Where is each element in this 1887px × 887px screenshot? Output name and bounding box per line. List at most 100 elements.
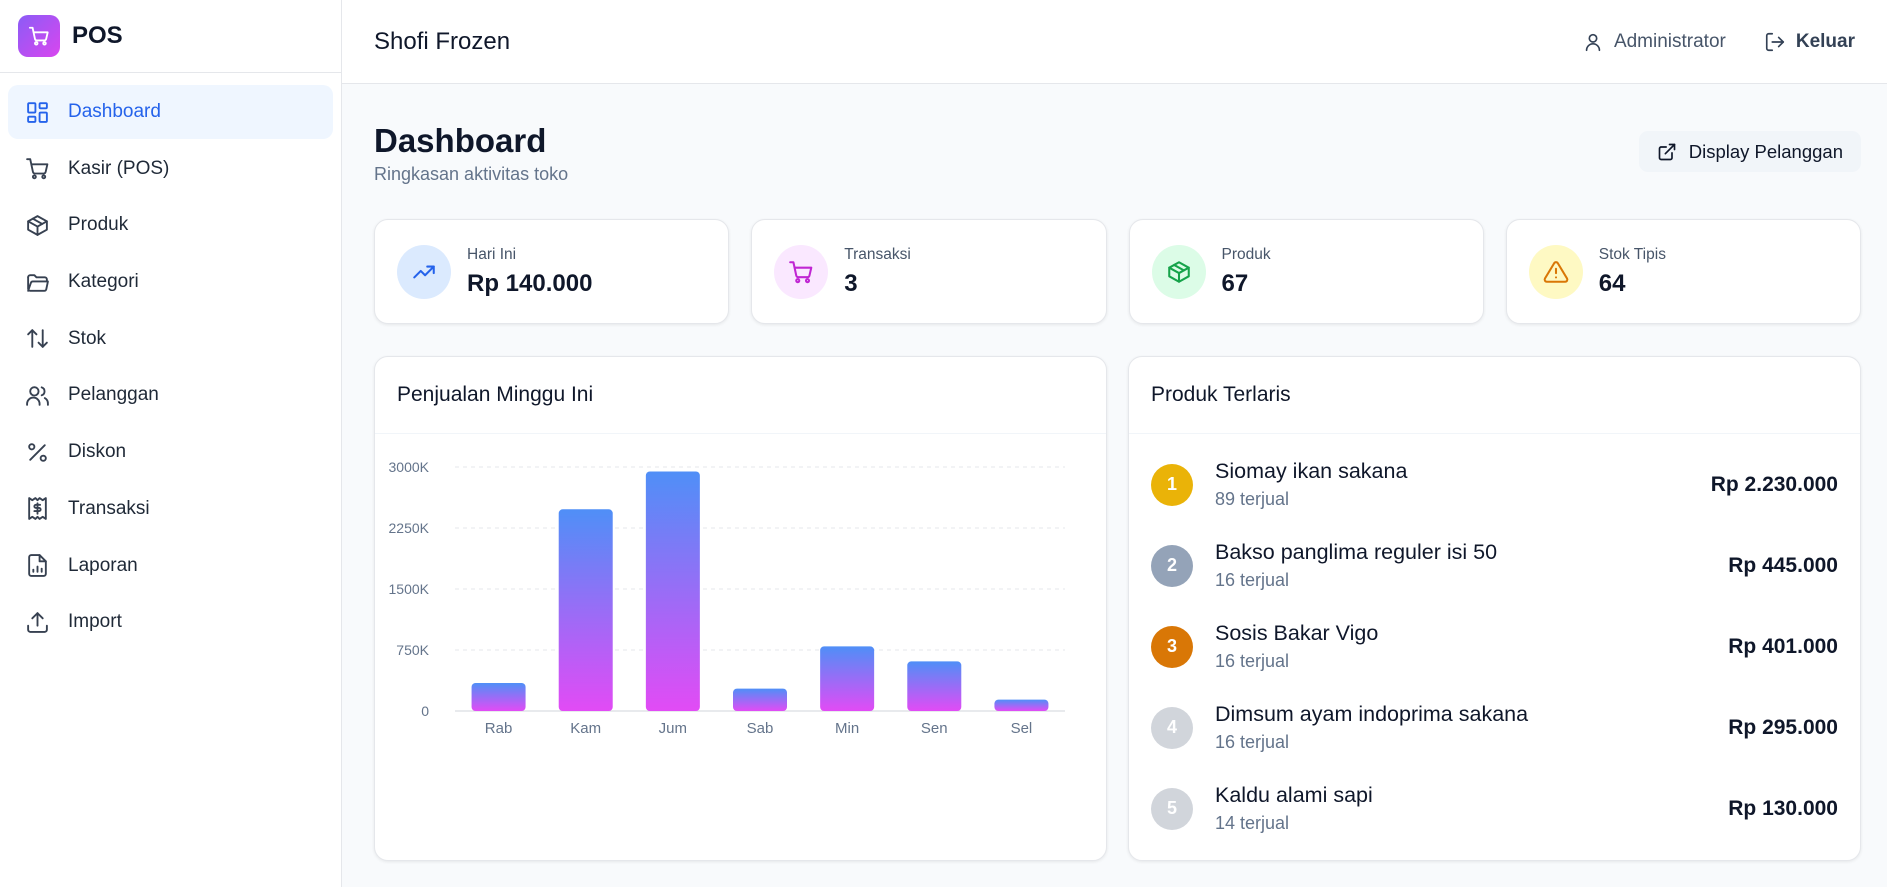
display-pelanggan-button[interactable]: Display Pelanggan [1638, 131, 1861, 172]
sidebar-item-import[interactable]: Import [8, 595, 333, 649]
product-name: Bakso panglima reguler isi 50 [1215, 540, 1498, 564]
user-name: Administrator [1613, 30, 1726, 52]
stat-value: Rp 140.000 [467, 269, 593, 297]
display-pelanggan-label: Display Pelanggan [1688, 140, 1843, 162]
logout-label: Keluar [1795, 30, 1855, 52]
bar-min[interactable] [820, 646, 875, 711]
stat-value: 64 [1598, 269, 1626, 297]
user-icon [1585, 33, 1601, 51]
panel-title: Produk Terlaris [1129, 357, 1860, 434]
x-tick-label: Sel [1011, 720, 1033, 737]
sidebar-item-stok[interactable]: Stok [8, 312, 333, 366]
product-amount: Rp 401.000 [1728, 634, 1838, 658]
bar-jum[interactable] [645, 471, 700, 711]
bar-kam[interactable] [558, 509, 613, 711]
sidebar-item-diskon[interactable]: Diskon [8, 425, 333, 479]
stats-row: Hari Ini Rp 140.000 Transaksi 3 Produk 67 S… [374, 219, 1861, 324]
top-product-item: 3 Sosis Bakar Vigo 16 terjual Rp 401.000 [1151, 606, 1838, 687]
sidebar-item-pelanggan[interactable]: Pelanggan [8, 368, 333, 422]
cart-icon [24, 156, 50, 182]
stat-label: Transaksi [844, 245, 911, 263]
alert-triangle-icon [1528, 244, 1583, 299]
stat-card-stok-tipis: Stok Tipis 64 [1505, 219, 1861, 324]
main-content: Dashboard Ringkasan aktivitas toko Displ… [342, 84, 1887, 887]
page-subtitle: Ringkasan aktivitas toko [374, 164, 569, 184]
cart-icon [18, 15, 60, 57]
logout-button[interactable]: Keluar [1764, 31, 1855, 53]
product-sold: 16 terjual [1215, 570, 1290, 590]
stat-card-hari-ini: Hari Ini Rp 140.000 [374, 219, 730, 324]
product-sold: 14 terjual [1215, 813, 1290, 833]
panel-title: Penjualan Minggu Ini [375, 357, 1106, 434]
product-name: Siomay ikan sakana [1215, 459, 1408, 483]
report-icon [24, 553, 50, 579]
sidebar-item-label: Diskon [68, 441, 127, 463]
receipt-icon [24, 496, 50, 522]
top-products-list: 1 Siomay ikan sakana 89 terjual Rp 2.230.00… [1129, 434, 1860, 849]
sidebar-item-produk[interactable]: Produk [8, 198, 333, 252]
sidebar-item-kategori[interactable]: Kategori [8, 255, 333, 309]
stat-label: Hari Ini [467, 245, 517, 263]
bar-sab[interactable] [733, 688, 787, 711]
rank-badge: 4 [1151, 706, 1193, 749]
product-info: Kaldu alami sapi 14 terjual [1215, 783, 1728, 834]
cart-icon [774, 244, 829, 299]
brand[interactable]: POS [0, 0, 341, 73]
product-sold: 16 terjual [1215, 651, 1290, 671]
y-tick-label: 1500K [389, 581, 430, 597]
top-product-item: 4 Dimsum ayam indoprima sakana 16 terjual R… [1151, 687, 1838, 768]
bar-sen[interactable] [907, 661, 962, 711]
top-bar: Shofi Frozen Administrator Keluar [342, 0, 1887, 84]
box-icon [24, 212, 50, 238]
rank-badge: 2 [1151, 544, 1193, 587]
sidebar-item-kasir[interactable]: Kasir (POS) [8, 142, 333, 196]
stat-label: Produk [1221, 245, 1271, 263]
bar-sel[interactable] [994, 699, 1049, 711]
user-menu[interactable]: Administrator [1582, 31, 1726, 53]
sidebar: POS Dashboard Kasir (POS) Produk Kategor… [0, 0, 342, 887]
x-tick-label: Sen [921, 720, 948, 737]
y-tick-label: 0 [421, 703, 429, 719]
product-amount: Rp 2.230.000 [1710, 472, 1838, 496]
rank-badge: 5 [1151, 787, 1193, 830]
store-name: Shofi Frozen [374, 27, 511, 55]
y-tick-label: 2250K [389, 520, 430, 536]
product-name: Dimsum ayam indoprima sakana [1215, 702, 1529, 726]
product-name: Kaldu alami sapi [1215, 783, 1373, 807]
users-icon [24, 382, 50, 408]
sidebar-item-label: Pelanggan [68, 384, 159, 406]
sidebar-item-transaksi[interactable]: Transaksi [8, 482, 333, 536]
product-info: Dimsum ayam indoprima sakana 16 terjual [1215, 702, 1728, 753]
y-tick-label: 3000K [389, 459, 430, 475]
product-amount: Rp 130.000 [1728, 796, 1838, 820]
rank-badge: 1 [1151, 463, 1193, 506]
bar-rab[interactable] [471, 682, 526, 711]
folder-icon [24, 269, 50, 295]
product-info: Bakso panglima reguler isi 50 16 terjual [1215, 540, 1728, 591]
upload-icon [24, 609, 50, 635]
stat-value: 3 [844, 269, 858, 297]
product-sold: 89 terjual [1215, 489, 1290, 509]
sidebar-item-label: Transaksi [68, 497, 150, 519]
sidebar-item-laporan[interactable]: Laporan [8, 539, 333, 593]
top-product-item: 5 Kaldu alami sapi 14 terjual Rp 130.000 [1151, 768, 1838, 849]
stat-value: 67 [1221, 269, 1249, 297]
product-amount: Rp 445.000 [1728, 553, 1838, 577]
sidebar-item-label: Stok [68, 327, 107, 349]
sidebar-item-dashboard[interactable]: Dashboard [8, 85, 333, 139]
x-tick-label: Rab [485, 720, 513, 737]
page-title: Dashboard [374, 122, 547, 159]
x-tick-label: Sab [747, 720, 774, 737]
sidebar-item-label: Dashboard [68, 101, 161, 122]
stat-card-produk: Produk 67 [1128, 219, 1484, 324]
product-info: Sosis Bakar Vigo 16 terjual [1215, 621, 1728, 672]
box-icon [1151, 244, 1206, 299]
top-products-panel: Produk Terlaris 1 Siomay ikan sakana 89 te… [1128, 356, 1861, 861]
product-name: Sosis Bakar Vigo [1215, 621, 1379, 645]
x-tick-label: Jum [659, 720, 687, 737]
dashboard-icon [24, 99, 50, 125]
stat-card-transaksi: Transaksi 3 [751, 219, 1107, 324]
sidebar-item-label: Produk [68, 214, 129, 236]
stat-label: Stok Tipis [1598, 245, 1666, 263]
sales-chart-panel: Penjualan Minggu Ini 0 750K 1500K 2250K 3000… [374, 356, 1107, 861]
